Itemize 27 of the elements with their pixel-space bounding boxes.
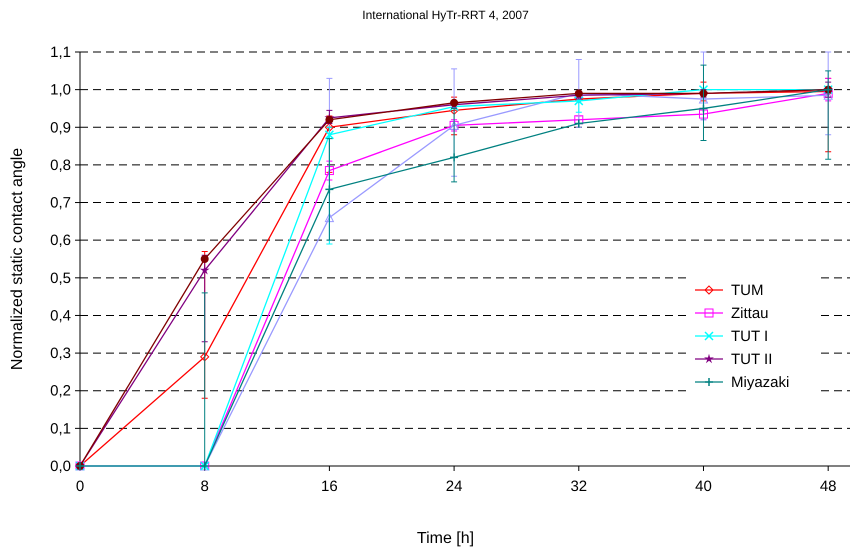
x-tick-label: 8 <box>200 478 209 495</box>
legend-label: TUT II <box>731 351 772 368</box>
legend-label: Miyazaki <box>731 374 790 391</box>
x-tick-label: 32 <box>570 478 588 495</box>
y-tick-label: 0,6 <box>50 232 71 250</box>
y-tick-label: 0,1 <box>50 420 71 438</box>
y-tick-label: 1,1 <box>50 44 71 61</box>
x-tick-label: 16 <box>321 478 338 495</box>
legend-label: TUT I <box>731 328 768 345</box>
y-tick-label: 0,2 <box>50 382 71 400</box>
y-tick-label: 0,3 <box>50 345 71 362</box>
x-tick-label: 40 <box>695 478 712 495</box>
y-tick-label: 0,8 <box>50 156 71 174</box>
x-tick-label: 0 <box>76 478 84 495</box>
x-tick-label: 48 <box>820 478 837 495</box>
y-tick-label: 0,7 <box>50 194 71 212</box>
y-tick-label: 0,9 <box>50 119 71 136</box>
legend-label: TUM <box>731 282 764 299</box>
y-tick-label: 1,0 <box>50 82 71 99</box>
y-tick-label: 0,4 <box>50 307 71 324</box>
x-tick-label: 24 <box>446 478 462 495</box>
y-tick-label: 0,0 <box>50 458 71 475</box>
x-axis-title: Time [h] <box>416 530 474 547</box>
legend-label: Zittau <box>731 305 769 322</box>
y-tick-label: 0,5 <box>50 270 71 287</box>
chart-title: International HyTr-RRT 4, 2007 <box>362 8 530 22</box>
y-axis-title: Normalized static contact angle <box>9 148 26 370</box>
